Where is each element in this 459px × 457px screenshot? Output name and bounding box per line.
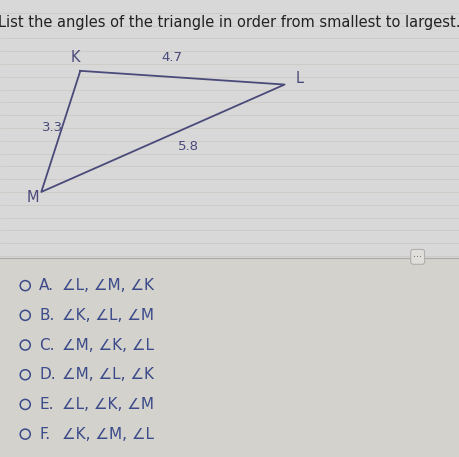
Text: ∠K, ∠L, ∠M: ∠K, ∠L, ∠M [62,308,154,323]
Text: ···: ··· [413,252,422,262]
Text: 5.8: 5.8 [178,140,199,153]
Text: ∠L, ∠K, ∠M: ∠L, ∠K, ∠M [62,397,154,412]
Text: ∠M, ∠L, ∠K: ∠M, ∠L, ∠K [62,367,154,382]
Text: L: L [296,71,304,86]
Text: M: M [27,191,39,205]
Text: List the angles of the triangle in order from smallest to largest.: List the angles of the triangle in order… [0,15,459,30]
Text: ∠K, ∠M, ∠L: ∠K, ∠M, ∠L [62,427,154,441]
Text: D.: D. [39,367,56,382]
Text: C.: C. [39,338,55,352]
Text: 3.3: 3.3 [42,122,63,134]
Text: K: K [71,50,80,64]
Bar [0,258,459,457]
Text: E.: E. [39,397,54,412]
Text: ∠M, ∠K, ∠L: ∠M, ∠K, ∠L [62,338,154,352]
Text: B.: B. [39,308,54,323]
Text: A.: A. [39,278,54,293]
Text: ∠L, ∠M, ∠K: ∠L, ∠M, ∠K [62,278,154,293]
Text: F.: F. [39,427,50,441]
Text: 4.7: 4.7 [162,51,183,64]
